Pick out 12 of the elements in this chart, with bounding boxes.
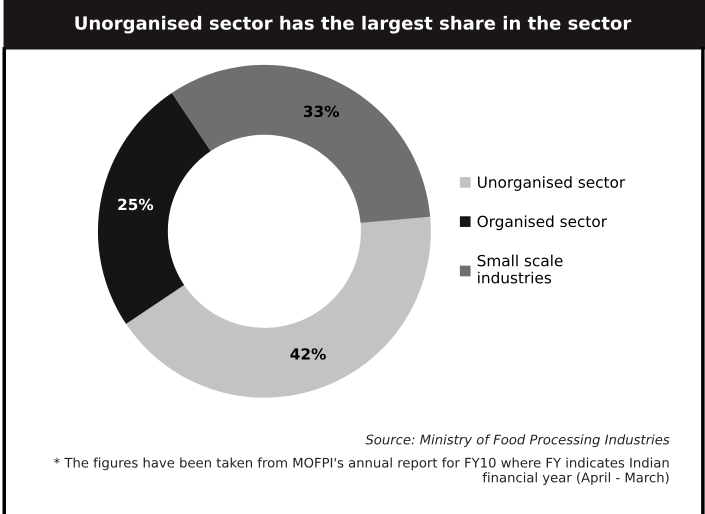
text: * The figures have been taken from MOFPI's annual report for FY10 where FY indicates Indian financial year (April - March): [54, 457, 669, 486]
data-label: 25%: [118, 198, 154, 210]
legend-label: Unorganised sector: [478, 176, 626, 191]
legend-label: Small scale industries: [478, 254, 563, 284]
donut-slice: [172, 64, 430, 223]
source-note: Source: Ministry of Food Processing Industries: [366, 434, 670, 448]
data-label: 42%: [290, 348, 326, 360]
legend-label: Organised sector: [478, 215, 607, 230]
donut-slice: [126, 216, 431, 398]
chart-title: Unorganised sector has the largest share in the sector: [75, 16, 632, 34]
data-label: 33%: [304, 106, 339, 118]
donut-slice: [98, 92, 211, 324]
